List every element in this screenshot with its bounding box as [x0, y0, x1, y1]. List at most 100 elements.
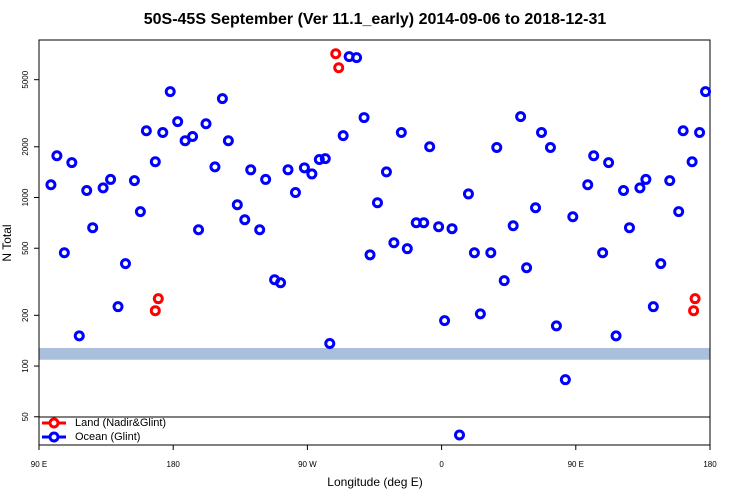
y-axis-label: N Total	[0, 224, 14, 261]
point	[140, 125, 152, 137]
point	[119, 258, 131, 270]
point	[157, 127, 169, 139]
shaded-band	[39, 347, 710, 360]
point	[424, 141, 436, 153]
x-tick-label: 0	[439, 460, 444, 469]
point	[260, 173, 272, 185]
point	[664, 175, 676, 187]
point	[275, 277, 287, 289]
point	[388, 237, 400, 249]
point	[337, 130, 349, 142]
point	[439, 315, 451, 327]
legend-marker	[48, 417, 60, 429]
point	[209, 161, 221, 173]
point	[700, 86, 712, 98]
point	[401, 243, 413, 255]
point	[149, 305, 161, 317]
point	[688, 305, 700, 317]
point	[623, 222, 635, 234]
point	[45, 179, 57, 191]
point	[364, 249, 376, 261]
y-tick-label: 1000	[21, 188, 30, 206]
point	[222, 135, 234, 147]
point	[559, 374, 571, 386]
point	[433, 221, 445, 233]
y-tick-label: 2000	[21, 137, 30, 155]
point	[112, 301, 124, 313]
point	[597, 247, 609, 259]
point	[647, 301, 659, 313]
point	[172, 116, 184, 128]
point	[306, 168, 318, 180]
point	[418, 217, 430, 229]
x-tick-label: 180	[703, 460, 717, 469]
point	[485, 247, 497, 259]
point	[507, 220, 519, 232]
point	[640, 173, 652, 185]
point	[298, 162, 310, 174]
y-tick-label: 5000	[21, 70, 30, 88]
point	[634, 182, 646, 194]
point	[164, 86, 176, 98]
y-tick-label: 100	[21, 359, 30, 373]
point	[371, 197, 383, 209]
x-tick-label: 90 W	[298, 460, 317, 469]
point	[254, 224, 266, 236]
point	[588, 150, 600, 162]
point	[231, 199, 243, 211]
point	[97, 182, 109, 194]
point	[152, 293, 164, 305]
point	[187, 131, 199, 143]
point	[216, 93, 228, 105]
point	[498, 275, 510, 287]
point	[603, 157, 615, 169]
x-tick-label: 90 E	[568, 460, 584, 469]
point	[446, 223, 458, 235]
point	[200, 118, 212, 130]
point	[544, 141, 556, 153]
point	[550, 320, 562, 332]
point	[81, 185, 93, 197]
legend-marker	[48, 431, 60, 443]
point	[567, 211, 579, 223]
point	[453, 429, 465, 441]
point	[149, 156, 161, 168]
point	[474, 308, 486, 320]
point	[58, 247, 70, 259]
legend-label: Ocean (Glint)	[75, 431, 140, 443]
point	[530, 202, 542, 214]
point	[686, 156, 698, 168]
point	[694, 127, 706, 139]
point	[491, 141, 503, 153]
point	[289, 187, 301, 199]
point	[319, 153, 331, 165]
point	[610, 330, 622, 342]
x-tick-label: 90 E	[31, 460, 47, 469]
y-tick-label: 500	[21, 241, 30, 255]
y-tick-label: 50	[21, 412, 30, 421]
point	[358, 112, 370, 124]
point	[330, 48, 342, 60]
chart-title: 50S-45S September (Ver 11.1_early) 2014-…	[144, 11, 607, 28]
point	[395, 127, 407, 139]
y-tick-label: 200	[21, 308, 30, 322]
point	[128, 175, 140, 187]
point	[105, 173, 117, 185]
point	[333, 62, 345, 74]
legend-label: Land (Nadir&Glint)	[75, 417, 166, 429]
point	[521, 262, 533, 274]
point	[677, 125, 689, 137]
point	[193, 224, 205, 236]
point	[515, 111, 527, 123]
point	[239, 214, 251, 226]
point	[51, 150, 63, 162]
point	[134, 206, 146, 218]
x-axis-label: Longitude (deg E)	[327, 475, 422, 489]
point	[673, 206, 685, 218]
point	[618, 185, 630, 197]
point	[87, 222, 99, 234]
point	[351, 52, 363, 64]
point	[655, 258, 667, 270]
point	[468, 247, 480, 259]
